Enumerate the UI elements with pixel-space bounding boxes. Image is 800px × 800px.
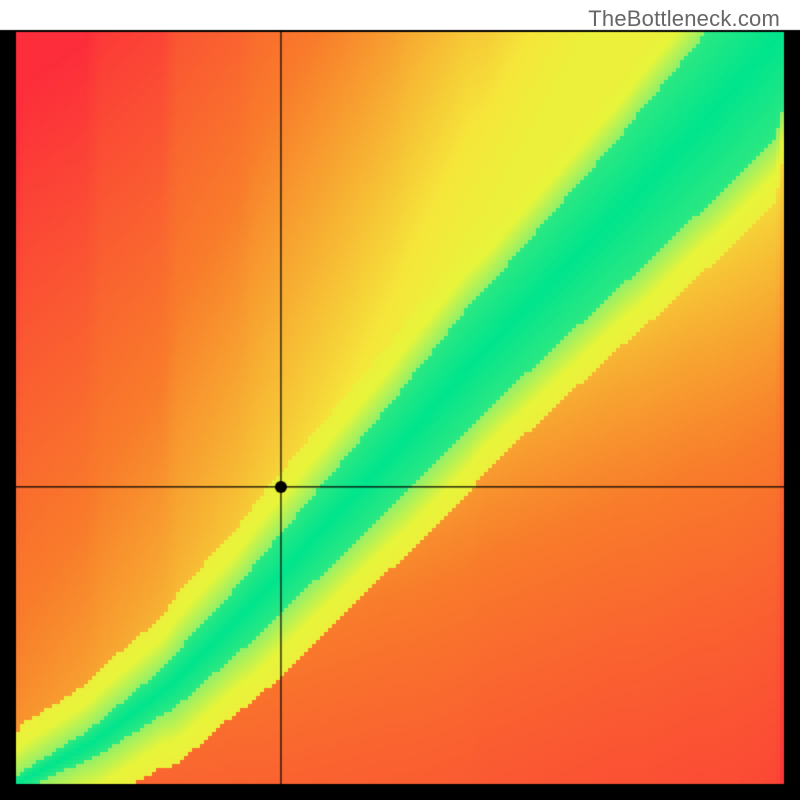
chart-container: TheBottleneck.com [0, 0, 800, 800]
watermark-text: TheBottleneck.com [588, 6, 780, 32]
heatmap-canvas [0, 0, 800, 800]
